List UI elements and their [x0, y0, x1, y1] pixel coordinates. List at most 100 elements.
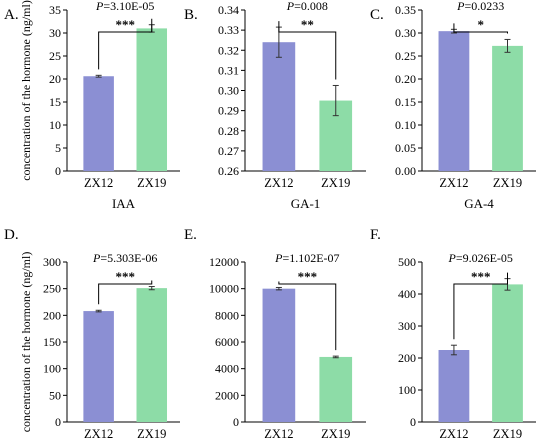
- y-tick-label: 0.34: [218, 3, 239, 17]
- x-tick-label: ZX12: [84, 176, 113, 190]
- y-tick-label: 0.00: [395, 164, 416, 178]
- p-value-label: P=1.102E-07: [274, 251, 339, 265]
- y-tick-label: 0: [410, 415, 416, 429]
- y-tick-label: 50: [49, 388, 61, 402]
- y-tick-label: 0.30: [218, 84, 239, 98]
- bar-zx19: [319, 356, 353, 422]
- panel-e: E. 0 2000 4000 6000 8000 10000 12000 ZX12 ZX19 ***…: [184, 227, 366, 441]
- bar-zx12: [262, 42, 296, 172]
- y-tick-label: 0.15: [395, 95, 416, 109]
- y-tick-label: 100: [398, 383, 416, 397]
- x-axis-title: GA-1: [291, 196, 321, 211]
- x-tick-label: ZX19: [137, 176, 166, 190]
- y-tick-label: 20: [49, 72, 61, 86]
- x-axis-title: GA-4: [464, 196, 494, 211]
- x-tick-label: ZX12: [264, 176, 293, 190]
- y-tick-label: 200: [43, 308, 61, 322]
- p-value: =3.10E-05: [103, 0, 154, 13]
- panel-label: E.: [184, 227, 197, 243]
- significance-stars: *: [477, 17, 484, 32]
- x-tick-label: ZX12: [439, 176, 468, 190]
- y-tick-label: 150: [43, 335, 61, 349]
- y-tick-label: 0.33: [218, 23, 239, 37]
- bar-zx19: [136, 28, 168, 172]
- significance-bracket: [453, 272, 508, 340]
- y-tick-label: 15: [49, 95, 61, 109]
- significance-bracket: [278, 281, 337, 351]
- y-tick-label: 0.27: [218, 144, 239, 158]
- y-tick-label: 10: [49, 118, 61, 132]
- y-tick-label: 0.25: [395, 49, 416, 63]
- y-tick-label: 2000: [215, 388, 239, 402]
- bar-zx12: [438, 350, 470, 422]
- panel-label: B.: [184, 7, 198, 23]
- y-tick-label: 0.29: [218, 104, 239, 118]
- y-tick-label: 30: [49, 26, 61, 40]
- p-value: =1.102E-07: [282, 251, 339, 265]
- panel-label: D.: [4, 227, 19, 243]
- x-tick-label: ZX12: [439, 427, 468, 441]
- x-tick-label: ZX19: [493, 176, 522, 190]
- y-tick-label: 25: [49, 49, 61, 63]
- y-tick-label: 0.35: [395, 3, 416, 17]
- y-tick-label: 0.10: [395, 118, 416, 132]
- x-tick-label: ZX12: [264, 427, 293, 441]
- p-value-label: P=0.0233: [456, 0, 504, 13]
- bar-zx12: [262, 288, 296, 422]
- y-tick-label: 0.32: [218, 43, 239, 57]
- y-tick-label: 0.20: [395, 72, 416, 86]
- x-tick-label: ZX19: [321, 176, 350, 190]
- panel-f: F. 0 100 200 300 400 500 ZX12 ZX19 *** P=9.026E-05…: [370, 227, 536, 441]
- panel-label: F.: [370, 227, 381, 243]
- y-tick-label: 100: [43, 362, 61, 376]
- bar-zx12: [83, 311, 114, 422]
- y-axis-title: concentration of the hormone (ng/ml): [19, 252, 33, 433]
- y-tick-label: 12000: [209, 255, 239, 269]
- y-tick-label: 0.05: [395, 141, 416, 155]
- p-value-label: P=9.026E-05: [447, 251, 512, 265]
- significance-stars: ***: [115, 17, 135, 32]
- y-tick-label: 6000: [215, 335, 239, 349]
- x-tick-label: ZX12: [84, 427, 113, 441]
- panel-label: C.: [370, 7, 384, 23]
- p-value: =0.008: [294, 0, 328, 13]
- p-value-label: P=3.10E-05: [95, 0, 154, 13]
- y-tick-label: 250: [43, 282, 61, 296]
- x-axis-title: IAA: [112, 196, 136, 211]
- y-tick-label: 35: [49, 3, 61, 17]
- y-tick-label: 0.30: [395, 26, 416, 40]
- significance-bracket: [453, 23, 508, 34]
- x-tick-label: ZX19: [493, 427, 522, 441]
- y-tick-label: 300: [43, 255, 61, 269]
- significance-stars: ***: [298, 269, 318, 284]
- p-value: =9.026E-05: [456, 251, 513, 265]
- p-value-label: P=5.303E-06: [92, 251, 157, 265]
- y-tick-label: 300: [398, 319, 416, 333]
- p-value: =5.303E-06: [100, 251, 157, 265]
- y-tick-label: 10000: [209, 282, 239, 296]
- panel-label: A.: [4, 7, 19, 23]
- bar-zx12: [83, 76, 114, 171]
- p-value: =0.0233: [464, 0, 504, 13]
- panel-a: A. 0 5 10 15 20 25 30 35 ZX12 ZX19 *** P=3.10E-05 IAA…: [4, 0, 180, 211]
- y-tick-label: 0.28: [218, 124, 239, 138]
- y-tick-label: 5: [55, 141, 61, 155]
- y-tick-label: 0.26: [218, 164, 239, 178]
- y-tick-label: 500: [398, 255, 416, 269]
- panel-d: D. 0 50 100 150 200 250 300 ZX12 ZX19 *** P=5.303E-…: [4, 227, 180, 441]
- y-tick-label: 200: [398, 351, 416, 365]
- significance-bracket: [98, 18, 153, 70]
- bar-zx12: [438, 31, 470, 171]
- bar-zx19: [136, 288, 168, 422]
- y-tick-label: 4000: [215, 362, 239, 376]
- y-tick-label: 400: [398, 287, 416, 301]
- significance-stars: ***: [471, 269, 491, 284]
- bar-zx19: [492, 45, 523, 171]
- significance-stars: ***: [115, 269, 135, 284]
- panel-c: C. 0.00 0.05 0.10 0.15 0.20 0.25 0.30 0.35 ZX12 ZX…: [370, 0, 536, 211]
- panel-b: B. 0.26 0.27 0.28 0.29 0.30 0.31 0.32 0.33 0.34 ZX…: [184, 0, 366, 211]
- significance-stars: **: [301, 17, 314, 32]
- x-tick-label: ZX19: [321, 427, 350, 441]
- significance-bracket: [98, 280, 153, 305]
- bar-zx19: [492, 284, 523, 422]
